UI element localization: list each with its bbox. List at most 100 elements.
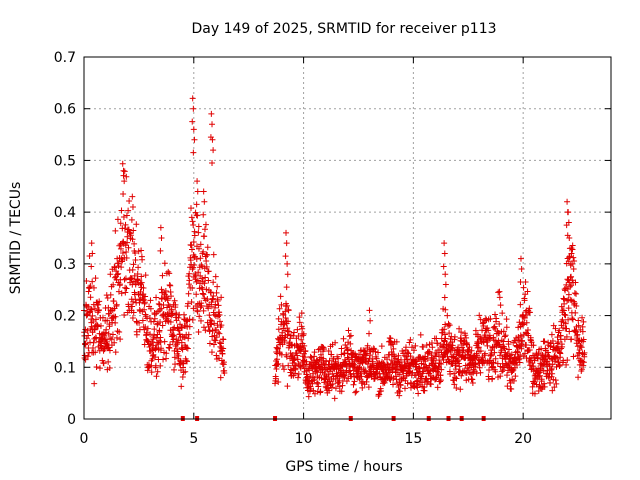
data-point: [91, 305, 98, 312]
data-point: [88, 306, 95, 313]
data-point: [168, 293, 175, 300]
data-point: [194, 188, 201, 195]
data-point: [563, 361, 570, 368]
data-point: [378, 387, 385, 394]
data-point: [111, 339, 118, 346]
data-point: [415, 390, 422, 397]
data-point: [479, 360, 486, 367]
data-point: [150, 318, 157, 325]
data-point: [285, 362, 292, 369]
data-point: [370, 345, 377, 352]
data-point: [115, 260, 122, 267]
data-point: [503, 316, 510, 323]
data-point: [393, 376, 400, 383]
data-point: [575, 322, 582, 329]
data-point: [313, 379, 320, 386]
data-point: [520, 321, 527, 328]
data-point: [556, 327, 563, 334]
data-point: [343, 344, 350, 351]
data-point: [282, 308, 289, 315]
data-point: [503, 372, 510, 379]
data-point: [523, 341, 530, 348]
data-point: [483, 339, 490, 346]
data-point: [343, 378, 350, 385]
data-point: [194, 308, 201, 315]
data-point: [519, 338, 526, 345]
data-point: [520, 313, 527, 320]
data-point: [128, 216, 135, 223]
data-point: [451, 381, 458, 388]
data-point: [166, 281, 173, 288]
data-point: [458, 329, 465, 336]
data-point: [114, 216, 121, 223]
data-point: [524, 326, 531, 333]
data-point: [549, 361, 556, 368]
data-point: [130, 227, 137, 234]
data-point: [214, 283, 221, 290]
data-point: [188, 214, 195, 221]
data-point: [138, 273, 145, 280]
y-tick-label: 0.2: [54, 309, 76, 325]
data-point: [338, 345, 345, 352]
data-point: [492, 311, 499, 318]
data-point: [171, 354, 178, 361]
data-point: [541, 380, 548, 387]
data-point: [92, 275, 99, 282]
data-point: [518, 343, 525, 350]
data-point: [170, 332, 177, 339]
data-point: [575, 317, 582, 324]
data-point: [516, 359, 523, 366]
data-point: [157, 319, 164, 326]
data-point: [562, 320, 569, 327]
data-point: [133, 318, 140, 325]
data-point: [575, 338, 582, 345]
data-point: [497, 373, 504, 380]
data-point: [359, 384, 366, 391]
data-point: [441, 331, 448, 338]
data-point: [103, 338, 110, 345]
data-point: [273, 344, 280, 351]
data-point: [502, 332, 509, 339]
y-axis-label: SRMTID / TECUs: [8, 182, 24, 295]
y-tick-label: 0.1: [54, 360, 76, 376]
data-point: [88, 263, 95, 270]
data-point: [142, 324, 149, 331]
data-point: [446, 322, 453, 329]
data-point: [186, 270, 193, 277]
data-point: [171, 297, 178, 304]
data-point: [553, 363, 560, 370]
data-point: [190, 126, 197, 133]
data-point: [92, 316, 99, 323]
data-point: [165, 313, 172, 320]
data-point: [143, 329, 150, 336]
data-point: [404, 349, 411, 356]
data-point: [340, 335, 347, 342]
data-point: [210, 147, 217, 154]
data-point: [476, 312, 483, 319]
data-point: [209, 160, 216, 167]
data-point: [138, 247, 145, 254]
data-point: [282, 253, 289, 260]
y-tick-label: 0.7: [54, 50, 76, 66]
data-point: [147, 305, 154, 312]
data-point: [458, 372, 465, 379]
data-point: [189, 218, 196, 225]
data-point: [152, 354, 159, 361]
data-point: [84, 353, 91, 360]
data-point: [580, 359, 587, 366]
data-point: [126, 197, 133, 204]
data-point: [93, 335, 100, 342]
data-point: [210, 251, 217, 258]
data-point: [487, 335, 494, 342]
data-point: [412, 342, 419, 349]
data-point: [208, 349, 215, 356]
data-point: [573, 302, 580, 309]
data-point: [325, 347, 332, 354]
data-point: [465, 349, 472, 356]
data-point: [284, 271, 291, 278]
data-point: [281, 366, 288, 373]
data-point: [212, 337, 219, 344]
data-point: [201, 233, 208, 240]
data-point: [275, 379, 282, 386]
data-point: [566, 328, 573, 335]
